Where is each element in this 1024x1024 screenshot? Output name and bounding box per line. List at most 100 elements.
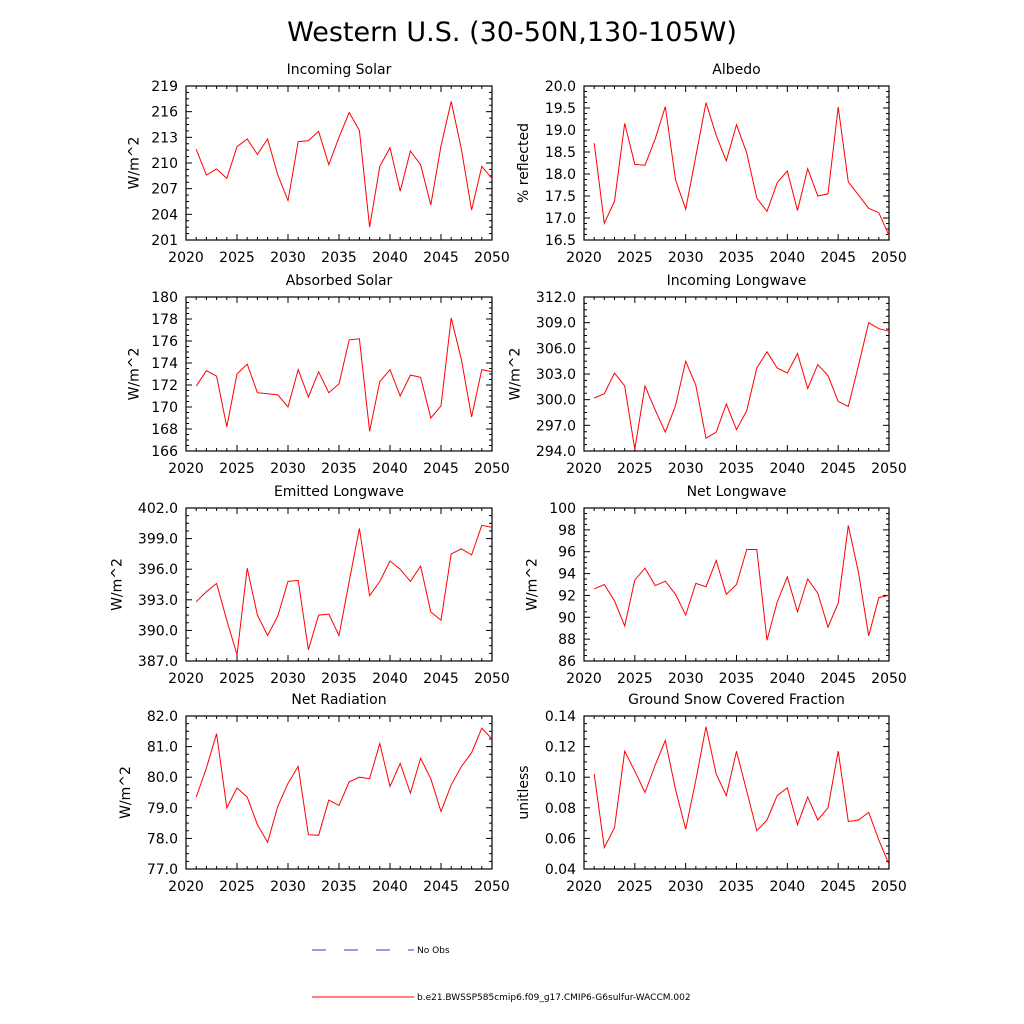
x-tick-label: 2035 xyxy=(719,461,755,477)
y-tick-label: 86 xyxy=(558,654,576,670)
y-tick-label: 77.0 xyxy=(147,862,178,878)
y-tick-label: 303.0 xyxy=(536,367,576,383)
y-tick-label: 0.10 xyxy=(545,770,576,786)
y-tick-label: 399.0 xyxy=(138,532,178,548)
y-tick-label: 17.5 xyxy=(545,189,576,205)
panel-title: Net Longwave xyxy=(687,484,787,500)
y-tick-label: 0.12 xyxy=(545,740,576,756)
x-tick-label: 2045 xyxy=(820,671,856,687)
y-tick-label: 168 xyxy=(151,422,178,438)
series-line xyxy=(593,726,890,865)
y-tick-label: 216 xyxy=(151,105,178,121)
x-tick-label: 2050 xyxy=(871,250,907,266)
x-tick-label: 2045 xyxy=(423,250,459,266)
y-tick-label: 309.0 xyxy=(536,316,576,332)
x-tick-label: 2035 xyxy=(321,250,357,266)
x-tick-label: 2040 xyxy=(770,879,806,895)
y-axis-label: W/m^2 xyxy=(110,558,126,611)
x-tick-label: 2045 xyxy=(423,671,459,687)
x-tick-label: 2035 xyxy=(719,879,755,895)
x-tick-label: 2050 xyxy=(871,461,907,477)
x-tick-label: 2040 xyxy=(770,250,806,266)
panel-title: Absorbed Solar xyxy=(286,273,393,289)
y-tick-label: 81.0 xyxy=(147,740,178,756)
y-tick-label: 207 xyxy=(151,182,178,198)
y-tick-label: 100 xyxy=(549,501,576,517)
x-tick-label: 2025 xyxy=(219,879,255,895)
panel-7: Ground Snow Covered Fraction 2020 2025 2030… xyxy=(516,692,907,895)
panel-2: Absorbed Solar 2020 2025 2030 2035 2040 2045 20… xyxy=(127,273,510,477)
y-tick-label: 166 xyxy=(151,444,178,460)
y-tick-label: 306.0 xyxy=(536,341,576,357)
y-tick-label: 79.0 xyxy=(147,801,178,817)
x-tick-label: 2025 xyxy=(617,461,653,477)
panel-title: Net Radiation xyxy=(291,692,386,708)
panel-4: Emitted Longwave 2020 2025 2030 2035 2040 2045… xyxy=(110,484,510,687)
x-tick-label: 2030 xyxy=(270,461,306,477)
panel-title: Ground Snow Covered Fraction xyxy=(628,692,845,708)
y-tick-label: 201 xyxy=(151,233,178,249)
y-axis-label: unitless xyxy=(516,765,532,819)
y-axis-label: W/m^2 xyxy=(118,766,134,819)
y-tick-label: 90 xyxy=(558,610,576,626)
y-axis-label: % reflected xyxy=(516,123,532,203)
x-tick-label: 2040 xyxy=(372,879,408,895)
y-tick-label: 17.0 xyxy=(545,211,576,227)
y-tick-label: 396.0 xyxy=(138,562,178,578)
y-axis-label: W/m^2 xyxy=(525,558,541,611)
x-tick-label: 2030 xyxy=(270,671,306,687)
y-tick-label: 0.14 xyxy=(545,709,576,725)
plot-frame xyxy=(583,715,890,870)
y-tick-label: 78.0 xyxy=(147,831,178,847)
panel-6: Net Radiation 2020 2025 2030 2035 2040 2045 205… xyxy=(118,692,510,895)
y-tick-label: 18.0 xyxy=(545,167,576,183)
x-tick-label: 2050 xyxy=(474,671,510,687)
series-line xyxy=(594,525,890,641)
plot-frame xyxy=(185,715,493,870)
y-axis-label: W/m^2 xyxy=(127,137,143,190)
series-line xyxy=(593,102,890,236)
series-line xyxy=(594,321,890,450)
x-tick-label: 2045 xyxy=(423,461,459,477)
x-tick-label: 2045 xyxy=(423,879,459,895)
y-tick-label: 176 xyxy=(151,334,178,350)
panel-title: Incoming Longwave xyxy=(667,273,807,289)
x-tick-label: 2030 xyxy=(668,250,704,266)
x-tick-label: 2050 xyxy=(474,461,510,477)
x-tick-label: 2045 xyxy=(820,879,856,895)
y-tick-label: 387.0 xyxy=(138,654,178,670)
x-tick-label: 2050 xyxy=(474,250,510,266)
x-tick-label: 2035 xyxy=(321,671,357,687)
y-tick-label: 210 xyxy=(151,156,178,172)
y-axis-label: W/m^2 xyxy=(508,348,524,401)
figure-title: Western U.S. (30-50N,130-105W) xyxy=(287,17,737,48)
x-tick-label: 2040 xyxy=(372,671,408,687)
panel-5: Net Longwave 2020 2025 2030 2035 2040 2045 2050… xyxy=(525,484,907,687)
y-tick-label: 300.0 xyxy=(536,393,576,409)
x-tick-label: 2030 xyxy=(270,250,306,266)
y-tick-label: 174 xyxy=(151,356,178,372)
x-tick-label: 2045 xyxy=(820,461,856,477)
y-tick-label: 180 xyxy=(151,290,178,306)
panels-container: Incoming Solar 2020 2025 2030 2035 2040 2045 20… xyxy=(110,62,907,895)
y-tick-label: 178 xyxy=(151,312,178,328)
y-tick-label: 204 xyxy=(151,207,178,223)
x-tick-label: 2025 xyxy=(219,671,255,687)
x-tick-label: 2020 xyxy=(566,671,602,687)
panel-title: Albedo xyxy=(712,62,760,78)
x-tick-label: 2025 xyxy=(617,250,653,266)
y-tick-label: 312.0 xyxy=(536,290,576,306)
y-tick-label: 88 xyxy=(558,632,576,648)
plot-frame xyxy=(583,85,890,241)
x-tick-label: 2035 xyxy=(719,671,755,687)
y-tick-label: 0.08 xyxy=(545,801,576,817)
y-tick-label: 82.0 xyxy=(147,709,178,725)
y-tick-label: 294.0 xyxy=(536,444,576,460)
y-tick-label: 18.5 xyxy=(545,145,576,161)
x-tick-label: 2035 xyxy=(321,879,357,895)
panel-1: Albedo 2020 2025 2030 2035 2040 2045 2050 16.5 17… xyxy=(516,62,907,266)
x-tick-label: 2020 xyxy=(566,250,602,266)
panel-0: Incoming Solar 2020 2025 2030 2035 2040 2045 20… xyxy=(127,62,510,266)
series-line xyxy=(195,524,493,656)
y-tick-label: 213 xyxy=(151,130,178,146)
